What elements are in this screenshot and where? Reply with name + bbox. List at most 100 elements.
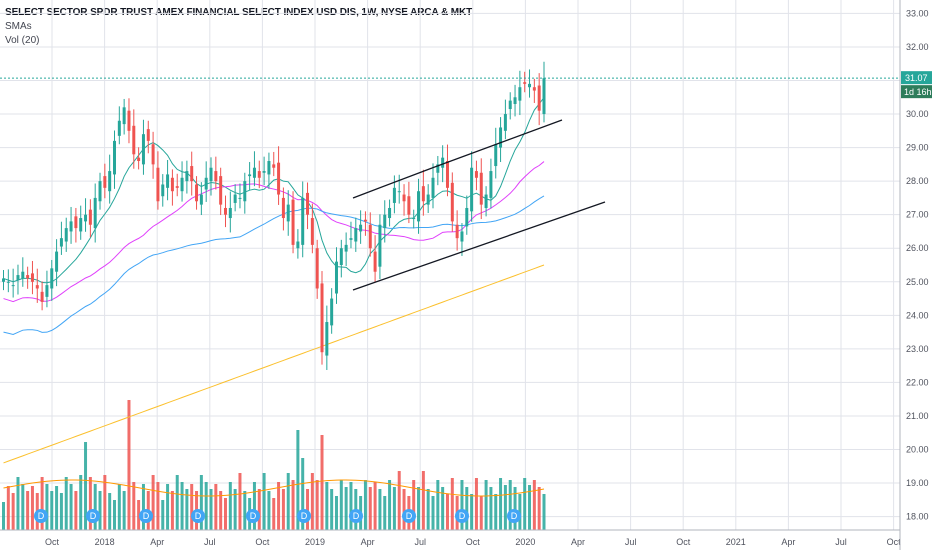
volume-bar [79,475,83,530]
volume-bar [479,496,483,530]
volume-bar [272,498,276,530]
candle-body [141,134,145,165]
volume-bar [199,475,203,530]
dividend-marker [507,509,521,523]
price-tick-label: 26.00 [906,243,929,253]
candle-body [513,97,517,104]
price-tick-label: 27.00 [906,210,929,220]
volume-bar [93,484,97,530]
candle-body [74,216,78,229]
volume-bar [484,480,488,530]
price-tick-label: 28.00 [906,176,929,186]
candle-body [79,218,83,232]
candle-body [479,172,483,205]
candle-body [26,275,30,279]
candle-body [209,167,213,182]
volume-bar [21,484,25,530]
dividend-label: D [406,511,413,521]
volume-bar [474,478,478,530]
time-tick-label: Apr [571,537,585,547]
price-tick-label: 21.00 [906,411,929,421]
time-tick-label: Oct [887,537,902,547]
candle-body [117,120,121,136]
candle-body [93,197,97,229]
indicator-smas[interactable]: SMAs [5,21,32,32]
indicator-volume[interactable]: Vol (20) [5,35,40,46]
volume-bar [40,477,44,530]
candle-body [334,261,338,294]
dividend-marker [402,509,416,523]
volume-bar [306,489,310,530]
volume-bar [262,473,266,530]
dividend-marker [191,509,205,523]
symbol-title[interactable]: SELECT SECTOR SPDR TRUST AMEX FINANCIAL … [5,7,473,18]
candle-body [532,87,536,91]
time-tick-label: Oct [466,537,481,547]
candle-body [156,167,160,202]
price-tick-label: 29.00 [906,143,929,153]
candle-body [108,171,112,192]
volume-bar [233,489,237,530]
volume-bar [518,494,522,530]
candle-body [310,218,314,245]
dividend-label: D [38,511,45,521]
volume-bar [64,477,68,530]
dividend-label: D [90,511,97,521]
candle-body [277,162,281,195]
candle-body [286,204,290,222]
volume-bar [45,484,49,530]
last-price-badge [901,71,932,85]
candle-body [402,194,406,202]
volume-bar [417,487,421,530]
candle-body [339,248,343,265]
candle-body [195,184,199,202]
candle-body [291,199,295,245]
candle-body [59,238,63,247]
price-tick-label: 23.00 [906,344,929,354]
volume-bar [84,442,88,530]
volume-bar [137,500,141,530]
candle-body [330,298,334,326]
candle-body [112,140,116,175]
candle-body [523,82,527,84]
volume-bar [228,482,232,530]
candle-body [354,228,358,242]
candle-body [359,224,363,232]
volume-bar [55,486,59,530]
volume-bar [397,471,401,530]
price-tick-label: 19.00 [906,478,929,488]
volume-bar [489,487,493,530]
volume-bar [421,471,425,530]
volume-bar [185,489,189,530]
volume-bar [74,491,78,530]
candle-body [450,182,454,222]
candle-body [489,171,493,198]
countdown-badge [901,85,932,99]
volume-ma-line [3,479,545,497]
volume-bar [132,482,136,530]
volume-bar [281,489,285,530]
candle-body [69,221,73,232]
candle-body [88,209,92,225]
time-tick-label: Jul [414,537,426,547]
volume-bar [431,496,435,530]
volume-bar [166,484,170,530]
volume-bar [528,485,532,530]
candle-body [180,177,184,192]
candle-body [64,228,68,242]
price-tick-label: 20.00 [906,444,929,454]
candle-body [460,231,464,242]
volume-bar [301,458,305,530]
volume-bar [98,491,102,530]
volume-bar [59,493,63,530]
chart-legend: SELECT SECTOR SPDR TRUST AMEX FINANCIAL … [5,6,472,48]
lower-channel-line [352,201,606,291]
candle-body [21,271,25,279]
candle-body [378,224,382,267]
trendlines[interactable] [352,119,606,291]
volume-bar [378,489,382,530]
candle-body [127,110,131,131]
volume-bar [315,480,319,530]
